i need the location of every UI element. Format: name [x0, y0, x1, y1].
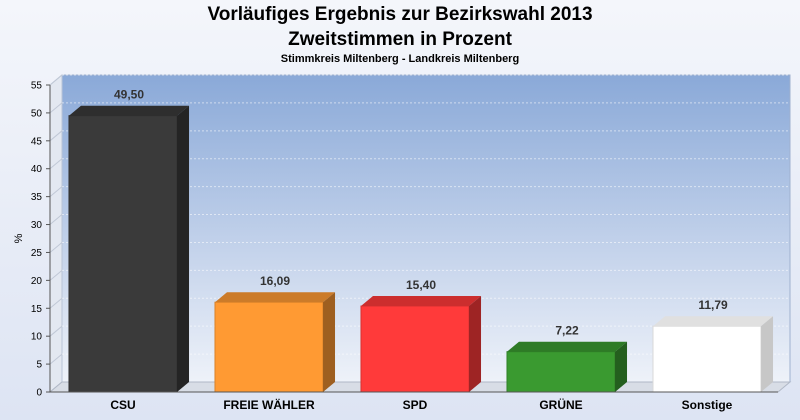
x-tick-label: GRÜNE [539, 397, 582, 412]
y-tick-label: 35 [31, 192, 43, 203]
bar [68, 105, 190, 393]
bar [506, 341, 628, 393]
chart-title: Vorläufiges Ergebnis zur Bezirkswahl 201… [207, 4, 593, 25]
y-tick-label: 30 [31, 220, 43, 231]
gridline-side [49, 353, 63, 365]
x-tick-label: CSU [110, 398, 135, 412]
bar [652, 316, 774, 393]
y-tick-label: 5 [36, 360, 42, 371]
y-tick-label: 40 [31, 164, 43, 175]
bar-value-label: 11,79 [698, 298, 728, 312]
x-tick-label: Sonstige [682, 398, 733, 412]
gridline-side [49, 158, 63, 170]
bar-value-label: 49,50 [114, 88, 144, 102]
y-tick-label: 50 [31, 108, 43, 119]
y-tick-label: 25 [31, 248, 43, 259]
gridline-side [49, 297, 63, 309]
bar [214, 292, 336, 393]
y-tick-label: 0 [36, 388, 42, 399]
gridline-side [49, 242, 63, 253]
y-tick-label: 55 [31, 81, 43, 92]
x-tick-label: SPD [403, 398, 428, 412]
gridline-side [49, 74, 63, 86]
bar [360, 296, 482, 393]
gridline-side [49, 102, 63, 114]
bar-value-label: 16,09 [260, 274, 290, 288]
gridline-side [49, 214, 63, 225]
x-tick-label: FREIE WÄHLER [223, 397, 315, 412]
y-tick-label: 20 [31, 276, 43, 287]
gridline-side [49, 269, 63, 281]
y-tick-label: 45 [31, 136, 43, 147]
y-tick-label: 10 [31, 332, 43, 343]
y-tick-label: 15 [31, 304, 43, 315]
bar-value-label: 7,22 [555, 324, 579, 338]
chart-subtitle: Zweitstimmen in Prozent [288, 29, 512, 50]
gridline-side [49, 186, 63, 198]
chart-caption: Stimmkreis Miltenberg - Landkreis Milten… [280, 53, 520, 65]
gridline-side [49, 325, 63, 337]
plot-side-wall [49, 73, 63, 394]
gridline-side [49, 130, 63, 142]
bar-value-label: 15,40 [406, 278, 436, 292]
y-axis-label: % [13, 233, 25, 243]
